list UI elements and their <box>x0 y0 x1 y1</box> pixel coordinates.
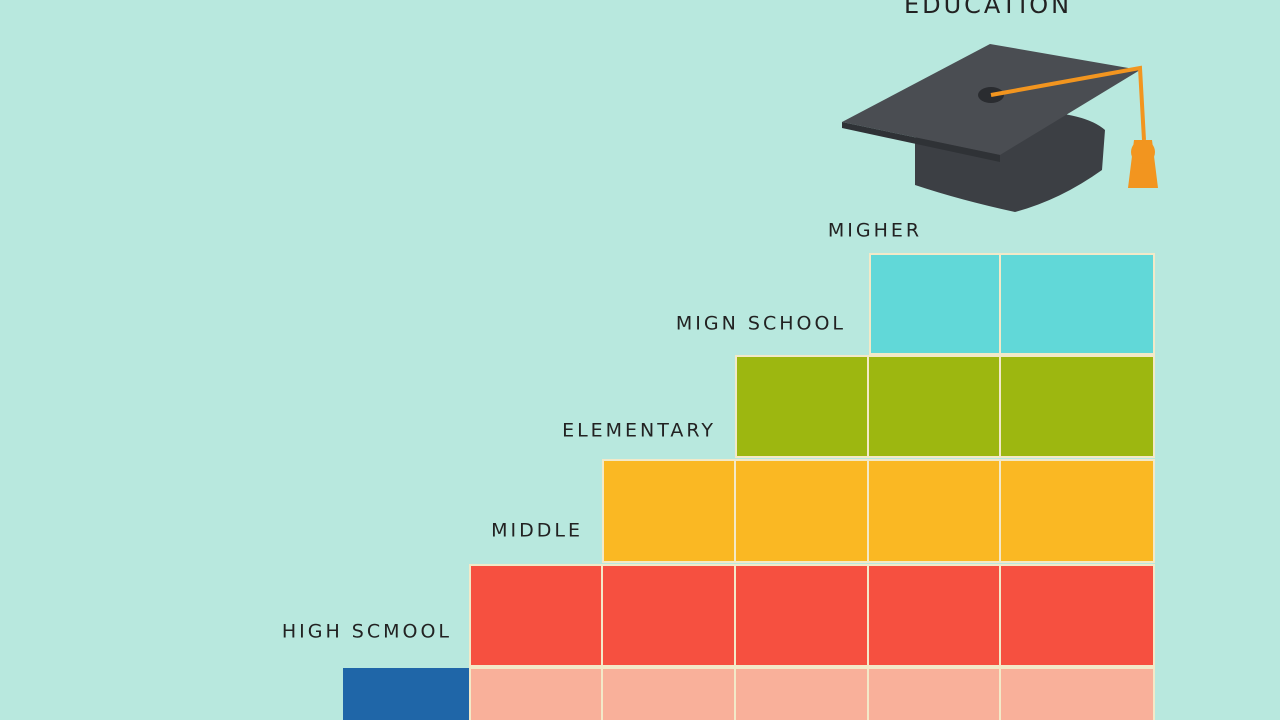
block <box>999 459 1155 563</box>
block <box>734 459 869 563</box>
block <box>867 355 1001 458</box>
block <box>734 667 869 720</box>
block <box>602 459 736 563</box>
block <box>867 564 1001 667</box>
block <box>735 355 869 458</box>
step-label: HIGH SCMOOL <box>282 621 452 643</box>
block <box>734 564 869 667</box>
block <box>601 667 736 720</box>
block <box>867 459 1001 563</box>
title: EDUCATION <box>904 0 1072 19</box>
step-label: MIGN SCHOOL <box>676 313 846 335</box>
block <box>469 667 603 720</box>
block <box>999 253 1155 355</box>
block <box>869 253 1001 355</box>
block <box>867 667 1001 720</box>
step-label: MIDDLE <box>491 520 583 542</box>
block <box>469 564 603 667</box>
block <box>999 564 1155 667</box>
block <box>999 667 1155 720</box>
step-label: MIGHER <box>828 220 922 242</box>
step-label: ELEMENTARY <box>562 420 716 442</box>
block <box>601 564 736 667</box>
block <box>343 668 469 720</box>
block <box>999 355 1155 458</box>
steps <box>343 253 1155 720</box>
graduation-cap <box>842 44 1158 212</box>
